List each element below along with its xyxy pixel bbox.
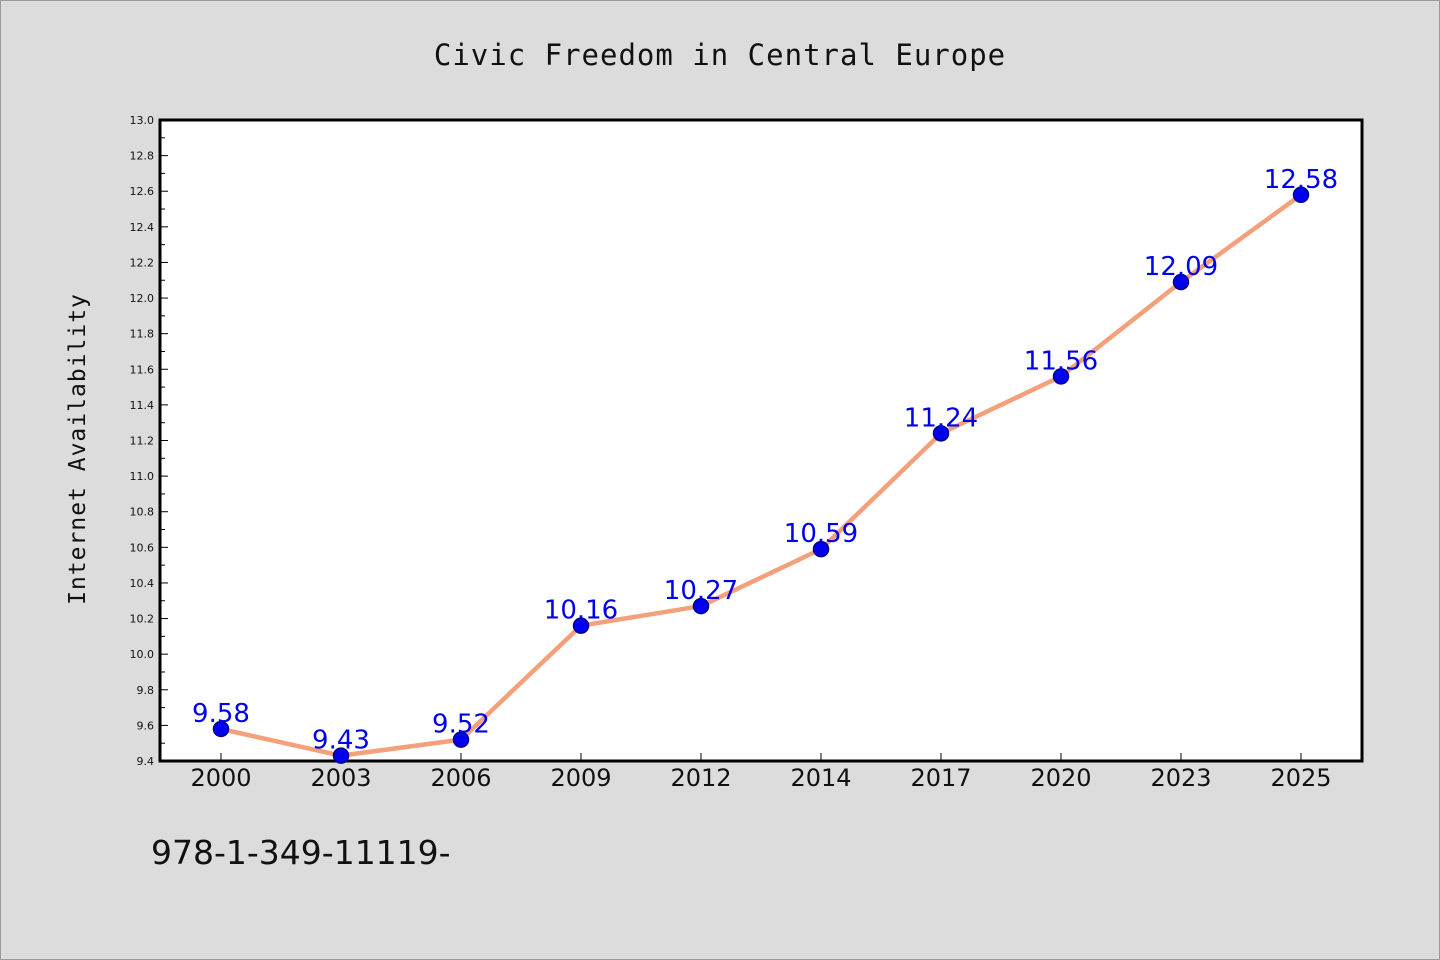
x-tick-label: 2017 — [910, 764, 971, 792]
x-tick-label: 2012 — [670, 764, 731, 792]
data-point — [932, 425, 950, 442]
data-point — [212, 720, 230, 738]
data-point — [1172, 273, 1190, 291]
y-tick-label: 10.4 — [130, 577, 155, 590]
footer-text: 978-1-349-11119- — [151, 833, 451, 872]
y-tick-label: 11.0 — [130, 470, 155, 483]
data-label: 9.58 — [192, 699, 250, 729]
y-tick-label: 11.8 — [130, 328, 155, 341]
chart-title: Civic Freedom in Central Europe — [434, 38, 1006, 72]
x-tick-label: 2003 — [310, 764, 371, 792]
y-tick-label: 13.0 — [130, 114, 155, 127]
y-tick-label: 11.6 — [130, 363, 155, 376]
plot-area — [158, 118, 1364, 763]
data-label: 10.27 — [664, 576, 738, 606]
y-tick-label: 9.4 — [137, 755, 155, 768]
y-tick-label: 10.0 — [130, 648, 155, 661]
data-point — [1292, 186, 1310, 204]
y-tick-label: 9.8 — [137, 684, 155, 697]
x-tick-label: 2014 — [790, 764, 851, 792]
data-label: 11.56 — [1024, 346, 1098, 376]
y-tick-label: 12.2 — [130, 256, 155, 269]
series-line — [218, 192, 1304, 758]
y-tick-label: 10.6 — [130, 541, 155, 554]
y-tick-label: 11.2 — [130, 435, 155, 448]
y-tick-label: 12.0 — [130, 292, 155, 305]
data-label: 9.43 — [312, 726, 370, 756]
y-tick-label: 9.6 — [137, 719, 155, 732]
y-tick-label: 12.6 — [130, 185, 155, 198]
data-point — [692, 597, 710, 615]
y-tick-label: 12.4 — [130, 221, 155, 234]
x-tick-label: 2000 — [190, 764, 251, 792]
data-label: 9.52 — [432, 710, 490, 740]
data-point — [572, 617, 590, 634]
y-tick-label: 10.2 — [130, 613, 155, 626]
x-tick-label: 2009 — [550, 764, 611, 792]
x-tick-label: 2006 — [430, 764, 491, 792]
y-tick-label: 11.4 — [130, 399, 155, 412]
y-tick-label: 10.8 — [130, 506, 155, 519]
data-label: 10.59 — [784, 519, 858, 549]
data-point — [332, 747, 350, 764]
x-tick-label: 2025 — [1270, 764, 1331, 792]
data-point — [812, 540, 830, 558]
x-tick-label: 2020 — [1030, 764, 1091, 792]
data-label: 12.58 — [1264, 165, 1338, 195]
y-tick-label: 12.8 — [130, 150, 155, 163]
data-label: 10.16 — [544, 596, 618, 626]
data-label: 12.09 — [1144, 252, 1218, 282]
data-label: 11.24 — [904, 403, 978, 433]
series-group: 9.58 9.43 9.52 10.16 10.27 10.59 11.24 11.56 12.… — [192, 165, 1338, 764]
x-tick-label: 2023 — [1150, 764, 1211, 792]
y-axis-ticks: 9.4 9.6 9.8 10.0 10.2 10.4 10.6 10.8 11.0 11.2 11.… — [130, 114, 168, 768]
x-axis-ticks: 2000 2003 2006 2009 2012 2014 2017 2020 2023 2025 — [190, 753, 1332, 792]
y-axis-label: Internet Availability — [65, 293, 91, 605]
data-point — [1052, 368, 1070, 385]
data-point — [452, 731, 470, 748]
